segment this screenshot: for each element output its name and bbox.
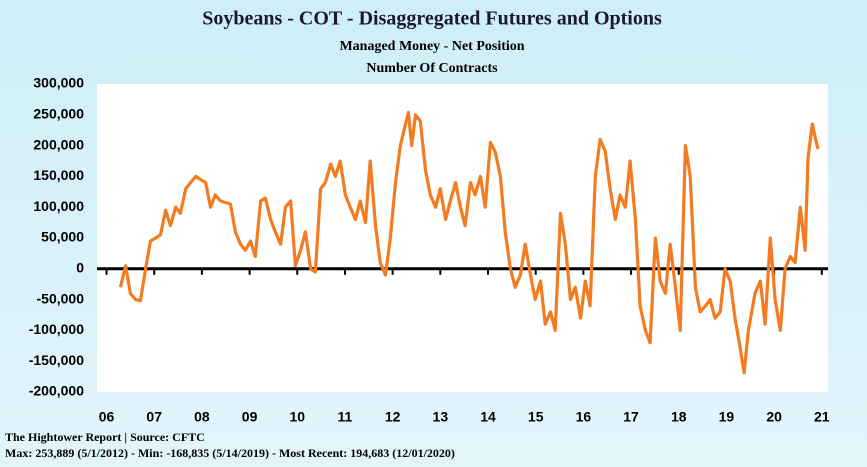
x-tick-label: 15: [528, 409, 544, 425]
x-tick-label: 11: [338, 409, 353, 425]
y-tick-label: -200,000: [29, 383, 84, 399]
plot-area: [97, 84, 828, 392]
x-tick-label: 18: [671, 409, 687, 425]
x-tick-label: 13: [433, 409, 449, 425]
x-tick-label: 20: [766, 409, 782, 425]
chart-subtitle: Number Of Contracts: [366, 61, 498, 76]
y-tick-label: -50,000: [37, 290, 85, 306]
x-tick-label: 14: [480, 409, 496, 425]
x-tick-label: 07: [146, 409, 162, 425]
x-tick-label: 06: [99, 409, 115, 425]
footer: The Hightower Report | Source: CFTC: [5, 430, 205, 444]
data-line: [118, 110, 820, 375]
x-tick-label: 10: [289, 409, 305, 425]
x-tick-label: 21: [814, 409, 830, 425]
footer: Max: 253,889 (5/1/2012) - Min: -168,835 …: [5, 446, 455, 460]
chart-subtitle: Managed Money - Net Position: [339, 39, 524, 54]
x-tick-label: 09: [242, 409, 258, 425]
x-tick-label: 12: [385, 409, 401, 425]
y-tick-label: 100,000: [33, 198, 84, 214]
chart-title: Soybeans - COT - Disaggregated Futures a…: [202, 8, 662, 30]
x-tick-label: 08: [194, 409, 210, 425]
y-tick-label: -100,000: [29, 321, 84, 337]
y-tick-label: 300,000: [33, 75, 84, 91]
y-tick-label: -150,000: [29, 352, 84, 368]
x-tick-label: 16: [576, 409, 592, 425]
y-tick-label: 250,000: [33, 106, 84, 122]
y-tick-label: 200,000: [33, 136, 84, 152]
y-tick-label: 50,000: [41, 229, 84, 245]
x-tick-label: 17: [623, 409, 639, 425]
x-tick-label: 19: [719, 409, 735, 425]
y-tick-label: 0: [76, 260, 84, 276]
y-tick-label: 150,000: [33, 167, 84, 183]
